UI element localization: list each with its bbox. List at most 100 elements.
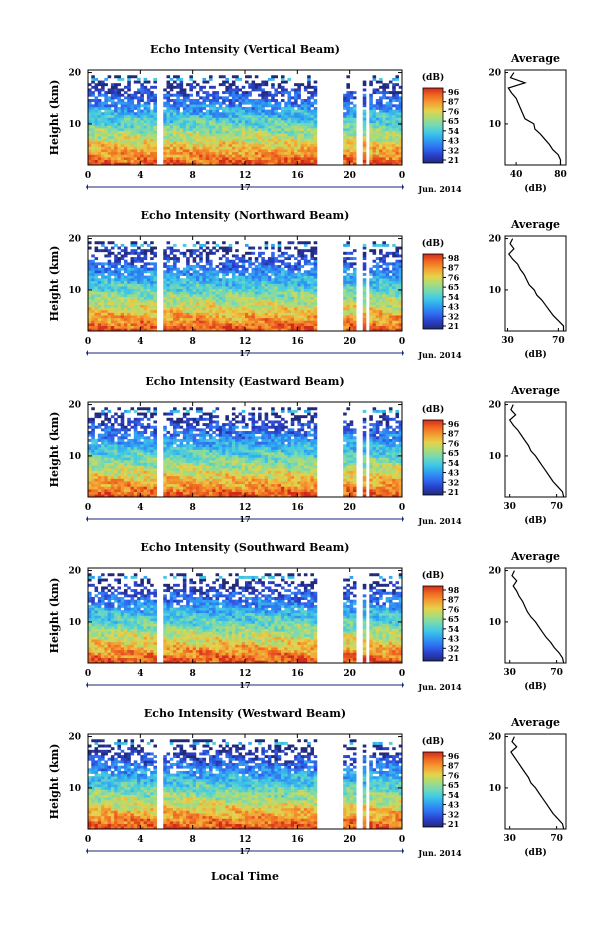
heatmap-cell xyxy=(314,120,318,123)
heatmap-cell xyxy=(278,291,282,294)
heatmap-cell xyxy=(163,131,167,134)
heatmap-cell xyxy=(98,147,102,150)
heatmap-cell xyxy=(131,286,135,289)
heatmap-cell xyxy=(294,257,298,260)
heatmap-cell xyxy=(379,104,383,107)
heatmap-cell xyxy=(255,268,259,271)
heatmap-cell xyxy=(134,265,138,268)
heatmap-cell xyxy=(88,457,92,460)
heatmap-cell xyxy=(382,94,386,97)
heatmap-cell xyxy=(140,281,144,284)
heatmap-cell xyxy=(104,154,108,157)
heatmap-cell xyxy=(346,154,350,157)
heatmap-cell xyxy=(255,323,259,326)
heatmap-cell xyxy=(216,265,220,268)
heatmap-cell xyxy=(343,104,347,107)
heatmap-cell xyxy=(353,297,357,300)
heatmap-cell xyxy=(225,118,229,121)
heatmap-cell xyxy=(252,118,256,121)
heatmap-cell xyxy=(291,125,295,128)
heatmap-cell xyxy=(307,99,311,102)
heatmap-cell xyxy=(219,313,223,316)
colorbar-tick-label: 87 xyxy=(448,263,459,273)
heatmap-cell xyxy=(314,265,318,268)
heatmap-cell xyxy=(153,139,157,142)
heatmap-cell xyxy=(238,276,242,279)
heatmap-cell xyxy=(183,102,187,105)
heatmap-cell xyxy=(219,139,223,142)
heatmap-cell xyxy=(124,276,128,279)
heatmap-cell xyxy=(258,268,262,271)
heatmap-cell xyxy=(104,110,108,113)
heatmap-cell xyxy=(274,310,278,313)
heatmap-cell xyxy=(176,299,180,302)
heatmap-cell xyxy=(101,310,105,313)
heatmap-cell xyxy=(98,262,102,265)
heatmap-cell xyxy=(127,83,131,86)
heatmap-cell xyxy=(108,260,112,263)
heatmap-cell xyxy=(310,118,314,121)
heatmap-cell xyxy=(255,147,259,150)
heatmap-cell xyxy=(235,128,239,131)
heatmap-cell xyxy=(392,88,396,91)
heatmap-cell xyxy=(353,107,357,110)
heatmap-cell xyxy=(353,262,357,265)
heatmap-cell xyxy=(153,262,157,265)
heatmap-cell xyxy=(111,302,115,305)
heatmap-cell xyxy=(180,278,184,281)
heatmap-cell xyxy=(222,323,226,326)
heatmap-cell xyxy=(121,128,125,131)
heatmap-cell xyxy=(255,141,259,144)
heatmap-cell xyxy=(137,320,141,323)
heatmap-cell xyxy=(235,284,239,287)
heatmap-cell xyxy=(140,86,144,89)
heatmap-cell xyxy=(294,318,298,321)
heatmap-cell xyxy=(386,141,390,144)
heatmap-cell xyxy=(108,112,112,115)
heatmap-cell xyxy=(180,123,184,126)
heatmap-cell xyxy=(131,326,135,329)
heatmap-cell xyxy=(88,294,92,297)
heatmap-cell xyxy=(268,260,272,263)
heatmap-cell xyxy=(235,96,239,99)
heatmap-cell xyxy=(278,315,282,318)
heatmap-cell xyxy=(343,123,347,126)
heatmap-cell xyxy=(131,297,135,300)
heatmap-cell xyxy=(248,262,252,265)
heatmap-cell xyxy=(386,147,390,150)
heatmap-cell xyxy=(88,450,92,453)
heatmap-cell xyxy=(189,149,193,152)
heatmap-cell xyxy=(137,157,141,160)
heatmap-cell xyxy=(212,270,216,273)
heatmap-cell xyxy=(134,299,138,302)
heatmap-cell xyxy=(216,318,220,321)
heatmap-cell xyxy=(180,302,184,305)
heatmap-cell xyxy=(248,302,252,305)
heatmap-cell xyxy=(369,294,373,297)
heatmap-cell xyxy=(222,262,226,265)
heatmap-cell xyxy=(261,125,265,128)
heatmap-cell xyxy=(186,99,190,102)
heatmap-cell xyxy=(373,307,377,310)
heatmap-cell xyxy=(124,326,128,329)
heatmap-cell xyxy=(101,284,105,287)
heatmap-cell xyxy=(127,78,131,81)
heatmap-cell xyxy=(271,270,275,273)
heatmap-cell xyxy=(150,276,154,279)
heatmap-cell xyxy=(173,118,177,121)
heatmap-cell xyxy=(219,115,223,118)
heatmap-cell xyxy=(284,291,288,294)
heatmap-cell xyxy=(209,123,213,126)
heatmap-cell xyxy=(124,265,128,268)
heatmap-cell xyxy=(88,452,92,455)
heatmap-cell xyxy=(255,133,259,136)
heatmap-cell xyxy=(88,420,92,423)
heatmap-cell xyxy=(108,136,112,139)
heatmap-cell xyxy=(350,262,354,265)
heatmap-cell xyxy=(268,149,272,152)
heatmap-cell xyxy=(268,297,272,300)
heatmap-cell xyxy=(212,86,216,89)
heatmap-cell xyxy=(222,326,226,329)
heatmap-cell xyxy=(304,154,308,157)
heatmap-cell xyxy=(232,99,236,102)
